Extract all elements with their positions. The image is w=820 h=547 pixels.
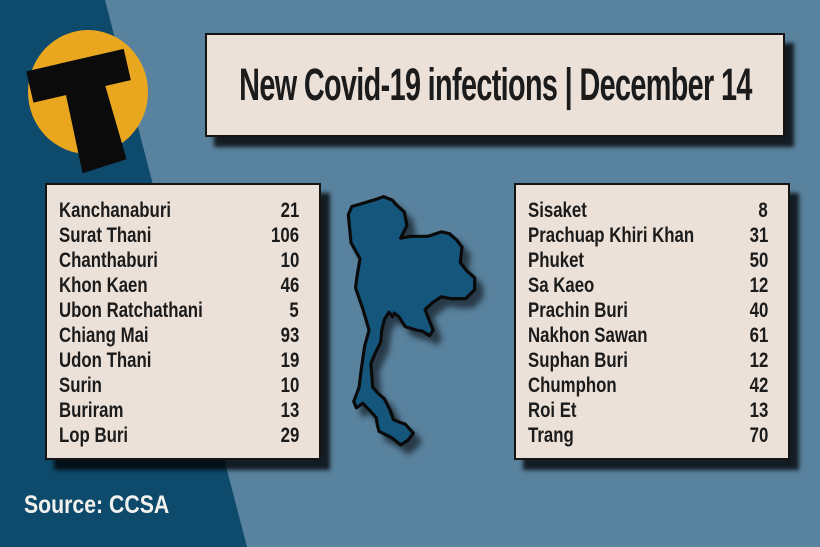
province-count: 19 bbox=[280, 348, 299, 372]
province-name: Sisaket bbox=[528, 198, 587, 222]
province-name: Phuket bbox=[528, 248, 585, 272]
province-name: Surat Thani bbox=[59, 223, 152, 247]
table-row: Chumphon 42 bbox=[528, 373, 768, 398]
table-row: Sisaket 8 bbox=[528, 198, 768, 223]
province-name: Kanchanaburi bbox=[59, 198, 172, 222]
province-count: 40 bbox=[749, 298, 768, 322]
province-name: Prachin Buri bbox=[528, 298, 628, 322]
province-count: 13 bbox=[280, 398, 299, 422]
table-row: Buriram 13 bbox=[59, 398, 299, 423]
title-banner: New Covid-19 infections | December 14 bbox=[205, 33, 785, 137]
province-name: Surin bbox=[59, 373, 102, 397]
province-count: 29 bbox=[280, 423, 299, 447]
province-name: Lop Buri bbox=[59, 423, 129, 447]
province-count: 12 bbox=[749, 273, 768, 297]
province-name: Udon Thani bbox=[59, 348, 152, 372]
thailand-outline bbox=[346, 195, 477, 447]
province-count: 42 bbox=[749, 373, 768, 397]
thaiger-logo bbox=[26, 30, 148, 174]
table-row: Trang 70 bbox=[528, 423, 768, 448]
province-count: 31 bbox=[749, 223, 768, 247]
province-count: 8 bbox=[758, 198, 768, 222]
province-count: 70 bbox=[749, 423, 768, 447]
province-count: 93 bbox=[280, 323, 299, 347]
province-count: 46 bbox=[280, 273, 299, 297]
table-row: Phuket 50 bbox=[528, 248, 768, 273]
province-name: Chiang Mai bbox=[59, 323, 149, 347]
table-row: Suphan Buri 12 bbox=[528, 348, 768, 373]
table-row: Udon Thani 19 bbox=[59, 348, 299, 373]
table-row: Surat Thani 106 bbox=[59, 223, 299, 248]
table-row: Chanthaburi 10 bbox=[59, 248, 299, 273]
province-count: 61 bbox=[749, 323, 768, 347]
province-count: 106 bbox=[270, 223, 299, 247]
province-name: Ubon Ratchathani bbox=[59, 298, 203, 322]
province-count: 12 bbox=[749, 348, 768, 372]
logo-t-letter bbox=[26, 48, 131, 174]
province-table-left: Kanchanaburi 21 Surat Thani 106 Chanthaburi 1… bbox=[45, 183, 321, 460]
table-row: Nakhon Sawan 61 bbox=[528, 323, 768, 348]
table-row: Sa Kaeo 12 bbox=[528, 273, 768, 298]
province-name: Prachuap Khiri Khan bbox=[528, 223, 695, 247]
province-name: Sa Kaeo bbox=[528, 273, 595, 297]
page-title: New Covid-19 infections | December 14 bbox=[238, 59, 752, 110]
table-row: Ubon Ratchathani 5 bbox=[59, 298, 299, 323]
province-count: 10 bbox=[280, 373, 299, 397]
table-row: Roi Et 13 bbox=[528, 398, 768, 423]
province-name: Roi Et bbox=[528, 398, 577, 422]
province-name: Chanthaburi bbox=[59, 248, 158, 272]
table-row: Kanchanaburi 21 bbox=[59, 198, 299, 223]
province-name: Suphan Buri bbox=[528, 348, 628, 372]
province-name: Chumphon bbox=[528, 373, 617, 397]
province-name: Buriram bbox=[59, 398, 124, 422]
province-count: 13 bbox=[749, 398, 768, 422]
table-row: Prachin Buri 40 bbox=[528, 298, 768, 323]
province-count: 50 bbox=[749, 248, 768, 272]
table-row: Khon Kaen 46 bbox=[59, 273, 299, 298]
table-row: Chiang Mai 93 bbox=[59, 323, 299, 348]
source-label: Source: CCSA bbox=[24, 491, 170, 519]
province-table-right: Sisaket 8 Prachuap Khiri Khan 31 Phuket 50 Sa … bbox=[514, 183, 790, 460]
province-name: Khon Kaen bbox=[59, 273, 148, 297]
province-count: 10 bbox=[280, 248, 299, 272]
thailand-map bbox=[346, 195, 477, 447]
province-name: Nakhon Sawan bbox=[528, 323, 648, 347]
table-row: Surin 10 bbox=[59, 373, 299, 398]
table-row: Lop Buri 29 bbox=[59, 423, 299, 448]
table-row: Prachuap Khiri Khan 31 bbox=[528, 223, 768, 248]
province-name: Trang bbox=[528, 423, 574, 447]
province-count: 21 bbox=[280, 198, 299, 222]
province-count: 5 bbox=[289, 298, 299, 322]
